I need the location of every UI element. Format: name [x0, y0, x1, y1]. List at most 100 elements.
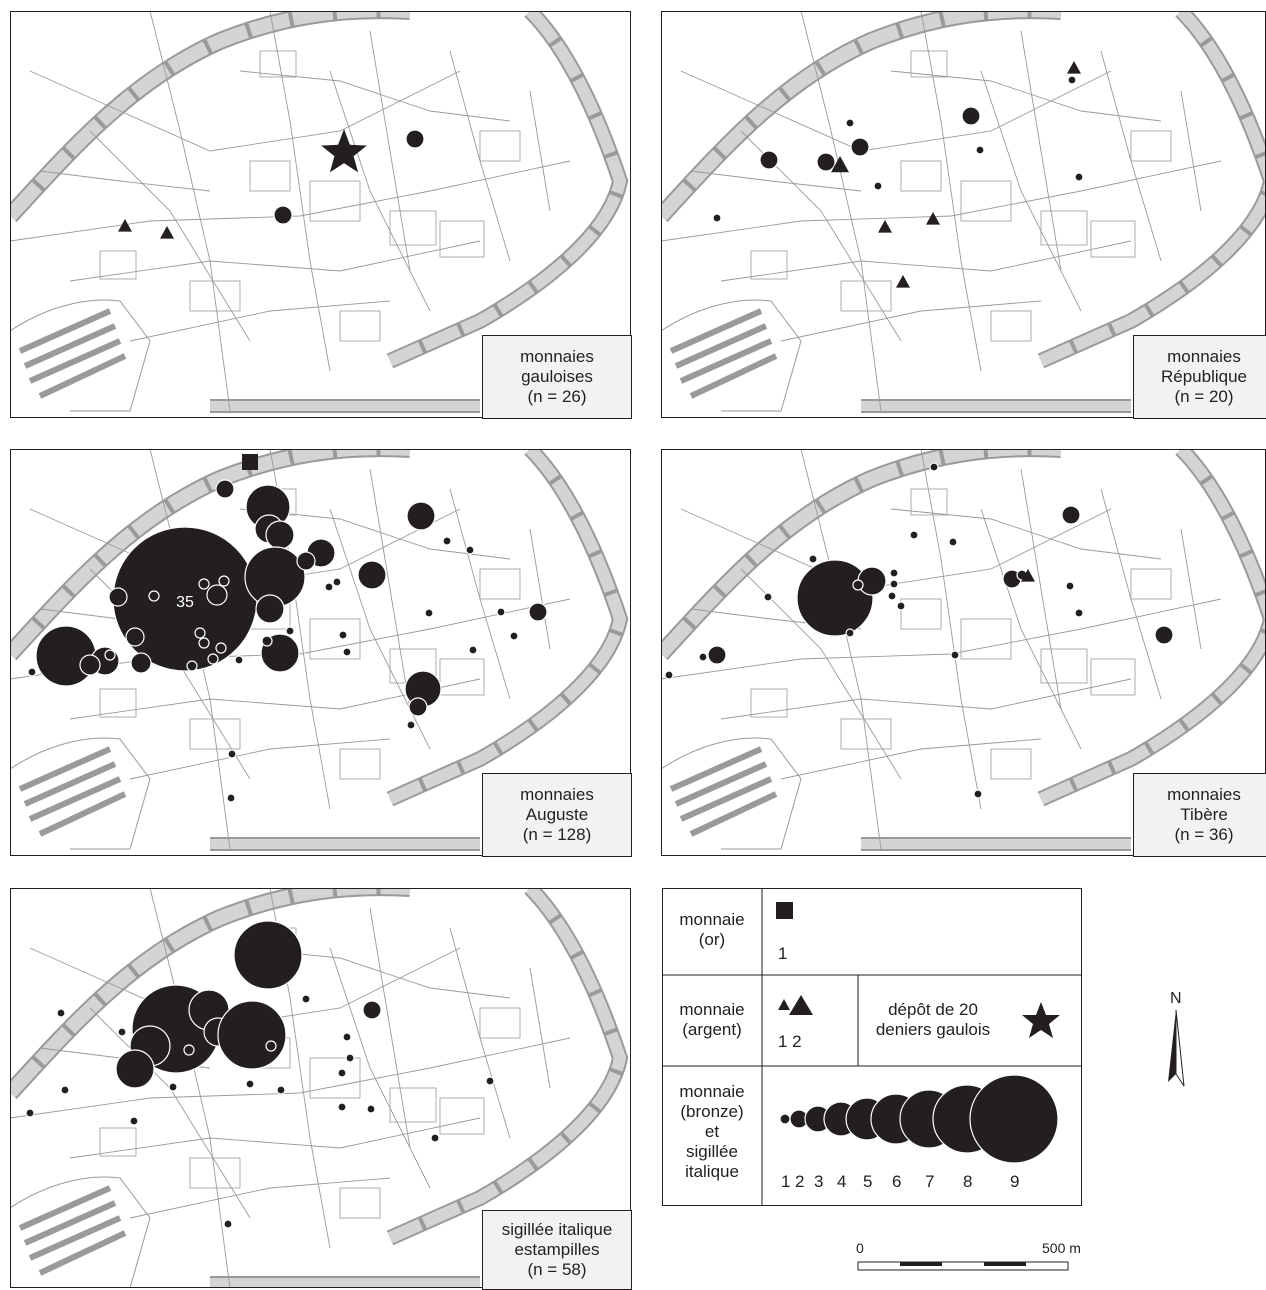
city-block — [99, 1127, 137, 1157]
city-block — [910, 50, 948, 78]
find-circle — [207, 653, 219, 665]
street — [1180, 528, 1202, 650]
city-block — [1130, 130, 1172, 162]
find-circle — [223, 1219, 233, 1229]
find-circle — [465, 545, 475, 555]
find-circle — [664, 670, 674, 680]
panel-label: monnaies Tibère (n = 36) — [1133, 773, 1266, 857]
find-triangle — [831, 156, 849, 173]
find-circle — [763, 592, 773, 602]
find-circle — [198, 637, 210, 649]
street — [369, 468, 411, 710]
find-circle — [889, 579, 899, 589]
find-circle — [1067, 75, 1077, 85]
street — [980, 508, 1082, 750]
street — [269, 11, 331, 372]
find-circle — [337, 1068, 347, 1078]
find-circle — [366, 1104, 376, 1114]
find-circle — [186, 660, 198, 672]
find-circle — [255, 594, 285, 624]
find-circle — [698, 652, 708, 662]
find-circle — [285, 626, 295, 636]
find-circle — [148, 590, 160, 602]
find-circle — [217, 1000, 287, 1070]
panel-label: sigillée italique estampilles (n = 58) — [482, 1210, 632, 1290]
find-circle — [406, 501, 436, 531]
find-circle — [405, 129, 425, 149]
size-label-7: 7 — [925, 1172, 935, 1191]
street — [780, 300, 1042, 342]
find-circle — [265, 1040, 277, 1052]
city-block — [479, 568, 521, 600]
canal — [18, 308, 127, 399]
circle-icon — [779, 1113, 791, 1125]
north-arrow-icon: N — [1158, 990, 1198, 1090]
street — [10, 1037, 571, 1119]
street — [800, 11, 882, 412]
find-circle — [496, 607, 506, 617]
find-circle — [408, 697, 428, 717]
city-basemap — [10, 888, 631, 1288]
find-circle — [889, 568, 899, 578]
find-circle — [430, 1133, 440, 1143]
find-circle — [528, 602, 548, 622]
city-block — [439, 1097, 485, 1135]
find-circle — [362, 1000, 382, 1020]
street — [720, 678, 1132, 720]
find-circle — [301, 994, 311, 1004]
map-panel-tibere: monnaies Tibère (n = 36) — [661, 449, 1266, 857]
city-block — [259, 50, 297, 78]
scale-bar: 0 500 m — [856, 1240, 1081, 1276]
find-circle — [125, 627, 145, 647]
find-circle — [759, 150, 779, 170]
find-circle — [845, 628, 855, 638]
find-square — [242, 454, 258, 470]
find-circle — [261, 635, 273, 647]
find-circle — [25, 1108, 35, 1118]
ring-road — [387, 11, 627, 367]
find-circle — [108, 587, 128, 607]
map-panel-auguste: 35 monnaies Auguste (n = 128) — [10, 449, 632, 857]
find-circle — [1074, 608, 1084, 618]
find-circle — [27, 667, 37, 677]
find-circle — [338, 630, 348, 640]
panel-label: monnaies République (n = 20) — [1133, 335, 1266, 419]
canal — [18, 746, 127, 837]
size-label-8: 8 — [963, 1172, 973, 1191]
size-label-3: 3 — [814, 1172, 824, 1191]
find-triangle — [1067, 61, 1081, 74]
find-circle — [198, 578, 210, 590]
find-circle — [950, 650, 960, 660]
triangle-icon — [778, 999, 790, 1010]
square-icon — [776, 902, 793, 919]
find-circle — [183, 1044, 195, 1056]
map-panel-republique: monnaies République (n = 20) — [661, 11, 1266, 419]
city-block — [900, 598, 942, 630]
city-block — [189, 718, 241, 750]
street — [69, 1117, 481, 1159]
street — [720, 240, 1132, 282]
ring-road — [10, 11, 410, 221]
street — [369, 907, 411, 1149]
find-circle — [468, 645, 478, 655]
large-circle-count: 35 — [176, 594, 194, 611]
city-block — [249, 160, 291, 192]
city-block — [1090, 220, 1136, 258]
hoard-star — [321, 129, 367, 173]
city-block — [1040, 648, 1088, 684]
canal — [10, 1176, 151, 1288]
city-block — [389, 1087, 437, 1123]
find-circle — [973, 789, 983, 799]
ring-road — [387, 449, 627, 805]
scale-end-label: 500 m — [1042, 1240, 1081, 1256]
size-label-4: 4 — [837, 1172, 847, 1191]
street — [890, 70, 1162, 122]
street — [149, 888, 231, 1288]
find-circle — [296, 551, 316, 571]
city-block — [339, 748, 381, 780]
city-block — [479, 1007, 521, 1039]
find-circle — [342, 1032, 352, 1042]
city-block — [99, 688, 137, 718]
find-circle — [226, 793, 236, 803]
city-block — [960, 618, 1012, 660]
